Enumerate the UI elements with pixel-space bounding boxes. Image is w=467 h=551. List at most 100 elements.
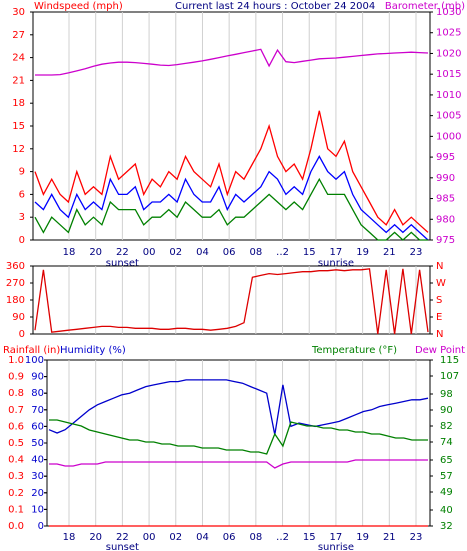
y-tick-label: 990 bbox=[436, 173, 455, 184]
y-tick-label: 65 bbox=[440, 455, 453, 466]
y-tick-label: 90 bbox=[31, 372, 44, 383]
y-tick-label: 1.0 bbox=[8, 355, 24, 366]
x-tick-label: 15 bbox=[303, 247, 316, 258]
y-tick-label: 1015 bbox=[436, 69, 461, 80]
y-tick-label: 0.9 bbox=[8, 372, 24, 383]
x-tick-label: 06 bbox=[223, 247, 236, 258]
y-tick-label: 9 bbox=[19, 167, 25, 178]
y-tick-label: 180 bbox=[6, 295, 25, 306]
x-tick-label: ‥2 bbox=[276, 247, 289, 258]
y-tick-label: 115 bbox=[440, 355, 459, 366]
y-tick-label: 1010 bbox=[436, 90, 461, 101]
y-tick-label: 70 bbox=[31, 405, 44, 416]
y-tick-label: 0.1 bbox=[8, 504, 24, 515]
y-tick-label: 40 bbox=[440, 505, 453, 516]
y-tick-label: 3 bbox=[19, 212, 25, 223]
x-tick-label: 17 bbox=[330, 532, 343, 543]
series-line bbox=[48, 379, 429, 435]
y-tick-label: 49 bbox=[440, 487, 453, 498]
y-tick-label: 74 bbox=[440, 437, 453, 448]
y-tick-label: 0.4 bbox=[8, 455, 24, 466]
y-tick-label: S bbox=[436, 295, 442, 306]
y-tick-label: 30 bbox=[31, 471, 44, 482]
x-tick-label: 15 bbox=[303, 532, 316, 543]
y-tick-label: E bbox=[436, 312, 442, 323]
y-tick-label: 0 bbox=[19, 329, 25, 340]
y-tick-label: 985 bbox=[436, 194, 455, 205]
x-tick-label: 19 bbox=[356, 247, 369, 258]
y-tick-label: 980 bbox=[436, 214, 455, 225]
y-tick-label: 90 bbox=[440, 405, 453, 416]
y-tick-label: 1020 bbox=[436, 48, 461, 59]
y-tick-label: 100 bbox=[25, 355, 44, 366]
series-line bbox=[49, 419, 428, 455]
x-tick-label: 20 bbox=[89, 247, 102, 258]
y-tick-label: 80 bbox=[31, 388, 44, 399]
y-tick-label: 0.5 bbox=[8, 438, 24, 449]
y-tick-label: W bbox=[436, 278, 446, 289]
y-tick-label: 20 bbox=[31, 488, 44, 499]
y-tick-label: 30 bbox=[12, 7, 25, 18]
annotation: sunrise bbox=[318, 258, 354, 269]
x-tick-label: 04 bbox=[196, 532, 209, 543]
y-tick-label: 0.8 bbox=[8, 388, 24, 399]
temperature-axis-title: Temperature (°F) bbox=[311, 345, 397, 356]
x-tick-label: 19 bbox=[356, 532, 369, 543]
y-tick-label: 0.7 bbox=[8, 405, 24, 416]
y-tick-label: 107 bbox=[440, 371, 459, 382]
series-line bbox=[34, 268, 429, 335]
y-tick-label: 10 bbox=[31, 504, 44, 515]
x-tick-label: 06 bbox=[223, 532, 236, 543]
x-tick-label: 20 bbox=[89, 532, 102, 543]
x-tick-label: 08 bbox=[249, 532, 262, 543]
y-tick-label: 50 bbox=[31, 438, 44, 449]
y-tick-label: 0 bbox=[38, 521, 44, 532]
plot-area bbox=[32, 265, 431, 335]
annotation: sunset bbox=[106, 542, 139, 551]
x-tick-label: 02 bbox=[169, 532, 182, 543]
x-tick-label: 08 bbox=[249, 247, 262, 258]
y-tick-label: 57 bbox=[440, 471, 453, 482]
y-tick-label: 32 bbox=[440, 521, 453, 532]
plot-area bbox=[32, 11, 431, 241]
annotation: sunset bbox=[106, 258, 139, 269]
y-tick-label: 360 bbox=[6, 261, 25, 272]
y-tick-label: 21 bbox=[12, 75, 25, 86]
y-tick-label: 0.2 bbox=[8, 488, 24, 499]
y-tick-label: 27 bbox=[12, 30, 25, 41]
y-tick-label: 0 bbox=[19, 235, 25, 246]
x-tick-label: 23 bbox=[410, 247, 423, 258]
x-tick-label: 00 bbox=[143, 532, 156, 543]
x-tick-label: 04 bbox=[196, 247, 209, 258]
y-tick-label: 15 bbox=[12, 121, 25, 132]
y-tick-label: 12 bbox=[12, 144, 25, 155]
y-tick-label: 6 bbox=[19, 189, 25, 200]
series-line bbox=[35, 48, 429, 76]
plot-area bbox=[46, 359, 431, 527]
y-tick-label: 1005 bbox=[436, 111, 461, 122]
y-tick-label: N bbox=[436, 329, 443, 340]
y-tick-label: 82 bbox=[440, 421, 453, 432]
humidity-axis-title: Humidity (%) bbox=[60, 345, 126, 356]
x-tick-label: 21 bbox=[383, 247, 396, 258]
y-tick-label: 90 bbox=[12, 312, 25, 323]
series-line bbox=[34, 177, 428, 241]
x-tick-label: ‥2 bbox=[276, 532, 289, 543]
y-tick-label: N bbox=[436, 261, 443, 272]
y-tick-label: 24 bbox=[12, 53, 25, 64]
series-line bbox=[34, 155, 429, 241]
y-tick-label: 60 bbox=[31, 421, 44, 432]
y-tick-label: 0.0 bbox=[8, 521, 24, 532]
y-tick-label: 1030 bbox=[436, 7, 461, 18]
y-tick-label: 270 bbox=[6, 278, 25, 289]
x-tick-label: 22 bbox=[116, 247, 129, 258]
chart-title: Current last 24 hours : October 24 2004 bbox=[175, 1, 375, 12]
y-tick-label: 995 bbox=[436, 152, 455, 163]
y-tick-label: 1025 bbox=[436, 28, 461, 39]
series-line bbox=[49, 459, 428, 469]
dewpoint-axis-title: Dew Point bbox=[415, 345, 465, 356]
x-tick-label: 23 bbox=[410, 532, 423, 543]
x-tick-label: 18 bbox=[63, 532, 76, 543]
barometer-axis-title: Barometer (mb) bbox=[385, 1, 465, 12]
